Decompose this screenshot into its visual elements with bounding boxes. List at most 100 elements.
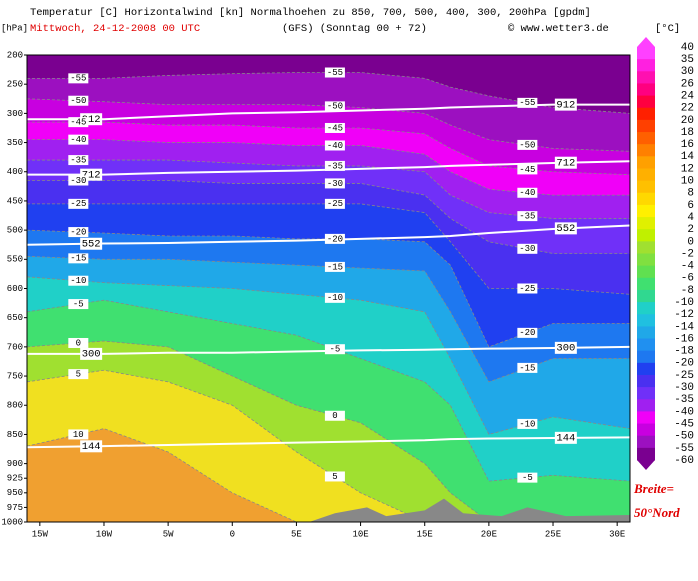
- x-tick-label: 15W: [32, 529, 49, 539]
- isotherm-label-box: [517, 362, 538, 373]
- isotherm-label-box: [324, 198, 345, 209]
- isotherm-label: -30: [327, 179, 343, 189]
- isotherm-label-box: [324, 178, 345, 189]
- colorbar-label: -14: [674, 321, 694, 333]
- isotherm-line: [27, 299, 630, 482]
- orography: [309, 498, 630, 522]
- isotherm-label: -5: [522, 473, 533, 483]
- isotherm-label: 10: [73, 430, 84, 440]
- x-tick-label: 10E: [352, 529, 368, 539]
- isotherm-label-box: [68, 175, 89, 186]
- isotherm-label-box: [517, 327, 538, 338]
- height-line: [27, 103, 630, 121]
- y-tick-label: 200: [7, 50, 23, 60]
- y-tick-label: 500: [7, 226, 23, 236]
- isotherm-label-box: [68, 429, 89, 440]
- y-tick-label: 900: [7, 459, 23, 469]
- colorbar-label: 6: [687, 200, 694, 212]
- colorbar-box: [637, 119, 655, 133]
- colorbar-label: 24: [681, 90, 695, 102]
- isotherm-label-box: [324, 122, 345, 133]
- colorbar-box: [637, 399, 655, 412]
- colorbar-label: 4: [687, 212, 694, 224]
- colorbar-label: 0: [687, 236, 694, 248]
- colorbar-box: [637, 95, 655, 109]
- isotherm-label: -10: [327, 293, 343, 303]
- colorbar-box: [637, 47, 655, 60]
- isotherm-label-box: [517, 97, 538, 108]
- isotherm-label-box: [517, 164, 538, 175]
- isotherm-label-box: [324, 160, 345, 171]
- height-label-box: [554, 341, 577, 354]
- isotherm-label-box: [517, 187, 538, 198]
- colorbar-box: [637, 229, 655, 242]
- y-tick-label: 650: [7, 313, 23, 323]
- isotherm-label: -55: [327, 68, 343, 78]
- isotherm-label: -45: [327, 123, 343, 133]
- height-line: [27, 160, 630, 176]
- isotherm-label: -25: [70, 199, 86, 209]
- y-axis-label: [hPa]: [1, 23, 28, 33]
- isotherm-label: -35: [327, 161, 343, 171]
- isotherm-label-box: [68, 369, 89, 380]
- x-tick-label: 5W: [163, 529, 174, 539]
- colorbar-label: 10: [681, 176, 694, 188]
- y-tick-label: 750: [7, 371, 23, 381]
- colorbar-box: [637, 217, 655, 230]
- colorbar-box: [637, 253, 655, 267]
- colorbar-label: 16: [681, 139, 694, 151]
- latitude-note: 50°Nord: [634, 505, 680, 520]
- colorbar-box: [637, 132, 655, 145]
- y-tick-label: 600: [7, 284, 23, 294]
- isotherm-label-box: [517, 211, 538, 222]
- x-tick-label: 30E: [609, 529, 625, 539]
- isotherm-label-box: [324, 261, 345, 272]
- colorbar-label: -60: [674, 455, 694, 467]
- y-tick-label: 450: [7, 196, 23, 206]
- isotherm-label-box: [324, 410, 345, 421]
- y-tick-label: 1000: [1, 517, 23, 527]
- height-line: [27, 224, 630, 246]
- colorbar-box: [637, 435, 655, 449]
- y-tick-label: 550: [7, 255, 23, 265]
- model-run: (GFS) (Sonntag 00 + 72): [282, 23, 427, 35]
- isotherm-label: -25: [327, 199, 343, 209]
- colorbar-label: -45: [674, 418, 694, 430]
- colorbar-label: -6: [681, 273, 694, 285]
- colorbar-label: -50: [674, 431, 694, 443]
- isotherm-label: -5: [73, 299, 84, 309]
- x-tick-label: 15E: [417, 529, 433, 539]
- colorbar-box: [637, 156, 655, 169]
- isotherm-label: -15: [70, 254, 86, 264]
- colorbar-label: -30: [674, 382, 694, 394]
- colorbar-box: [637, 144, 655, 157]
- isotherm-label-box: [517, 472, 538, 483]
- isotherm-label: -45: [70, 118, 86, 128]
- colorbar-label: -8: [681, 285, 694, 297]
- colorbar-box: [637, 265, 655, 279]
- isotherm-label: -35: [70, 155, 86, 165]
- colorbar-label: -25: [674, 370, 694, 382]
- colorbar-arrow: [637, 37, 655, 47]
- isotherm-label: -45: [519, 165, 535, 175]
- isotherm-label: -10: [70, 276, 86, 286]
- x-tick-label: 0: [230, 529, 235, 539]
- y-tick-label: 950: [7, 488, 23, 498]
- isotherm-label: -40: [327, 141, 343, 151]
- isotherm-label: -35: [519, 211, 535, 221]
- isotherm-label-box: [68, 73, 89, 84]
- colorbar-box: [637, 302, 655, 315]
- height-label: 552: [82, 239, 101, 251]
- height-label: 144: [556, 433, 575, 445]
- colorbar-label: 14: [681, 151, 695, 163]
- colorbar-box: [637, 277, 655, 291]
- colorbar-label: 26: [681, 78, 694, 90]
- colorbar-label: 35: [681, 54, 694, 66]
- isotherm-label-box: [68, 95, 89, 106]
- height-line: [27, 436, 630, 449]
- isotherm-line: [27, 159, 630, 219]
- colorbar-label: -18: [674, 346, 694, 358]
- colorbar-box: [637, 168, 655, 182]
